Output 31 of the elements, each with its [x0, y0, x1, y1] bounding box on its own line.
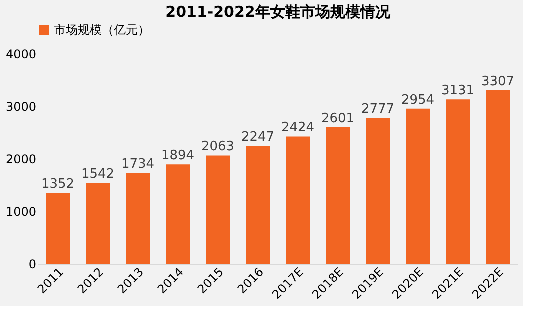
- bar: [86, 183, 110, 264]
- chart-title: 2011-2022年女鞋市场规模情况: [166, 3, 392, 21]
- bar: [286, 136, 310, 264]
- bar: [166, 164, 190, 264]
- y-tick-label: 0: [28, 258, 36, 272]
- legend-label: 市场规模（亿元）: [54, 23, 150, 37]
- bar: [206, 156, 230, 264]
- data-label: 2777: [361, 102, 395, 118]
- data-label: 1894: [161, 148, 195, 164]
- y-tick-label: 3000: [6, 100, 36, 114]
- bar: [246, 146, 270, 264]
- bar: [46, 193, 70, 264]
- data-label: 2424: [281, 120, 315, 136]
- bar: [406, 108, 430, 264]
- data-label: 1734: [121, 156, 155, 172]
- data-label: 2954: [401, 92, 435, 108]
- y-tick-label: 4000: [6, 48, 36, 62]
- data-label: 1542: [81, 167, 115, 182]
- bar: [126, 172, 150, 264]
- y-tick-label: 2000: [6, 152, 36, 166]
- data-label: 2247: [241, 130, 275, 146]
- data-label: 3307: [481, 74, 515, 90]
- y-tick-label: 1000: [6, 205, 36, 219]
- data-label: 1352: [41, 177, 75, 192]
- bar: [326, 127, 350, 264]
- data-label: 2601: [321, 111, 355, 126]
- bar: [366, 118, 390, 264]
- data-label: 3131: [441, 84, 475, 99]
- bar: [446, 100, 470, 264]
- data-label: 2063: [201, 140, 235, 155]
- bar: [486, 90, 510, 264]
